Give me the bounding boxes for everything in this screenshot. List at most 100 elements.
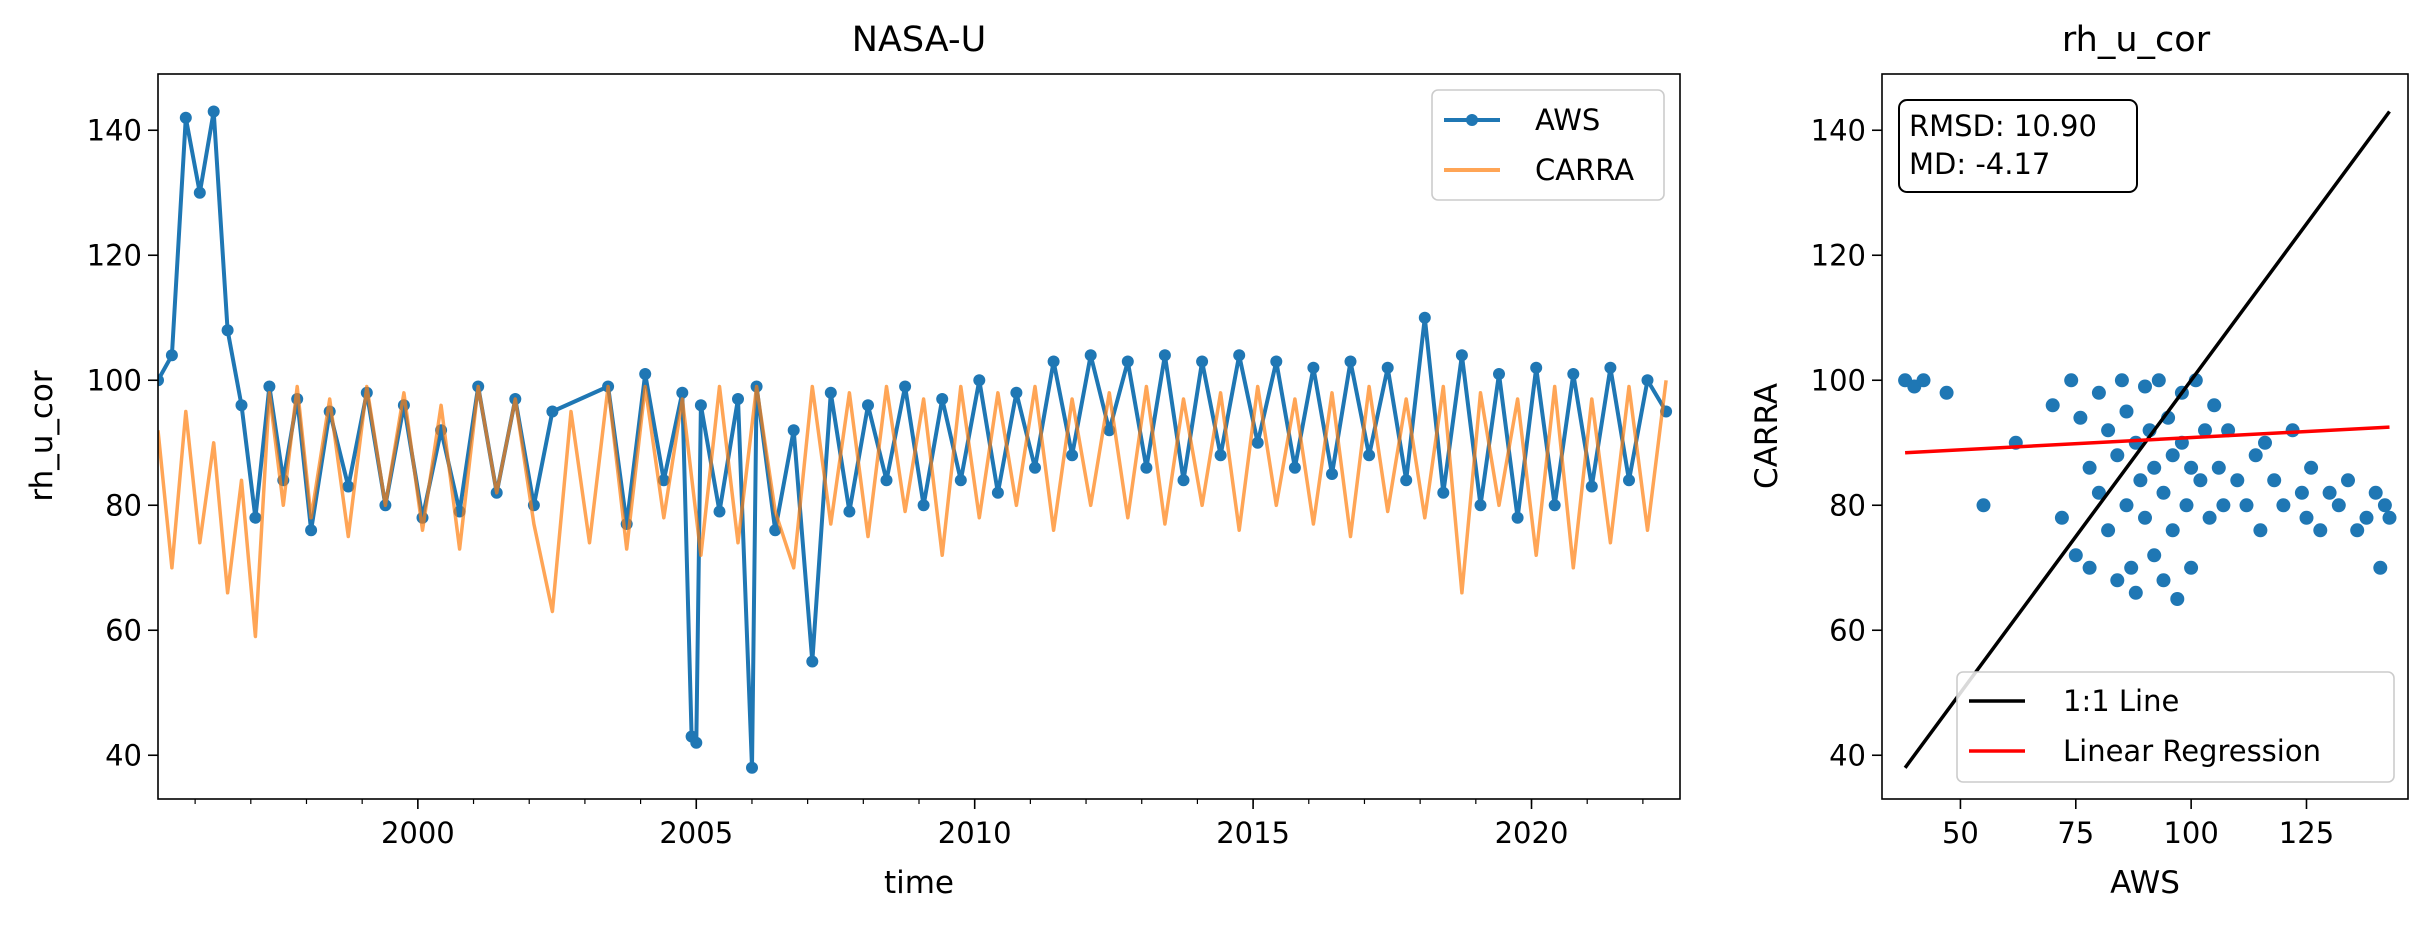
aws-point [1400,474,1413,487]
scatter-point [2054,510,2069,525]
scatter-point [2165,448,2180,463]
aws-point [179,111,192,124]
timeseries-legend: AWS CARRA [1431,89,1665,201]
scatter-point [2138,510,2152,525]
aws-point [732,393,744,405]
scatter-point [2151,373,2166,388]
regression-line [1905,425,2390,455]
aws-point [193,186,206,199]
scatter-point [2248,448,2263,463]
aws-point [1288,461,1301,474]
aws-point [1140,461,1153,474]
aws-point [1455,349,1468,362]
aws-point [1084,349,1097,362]
scatter-y-label: CARRA [1749,383,1785,489]
scatter-point [2147,548,2162,563]
scatter-point [2124,560,2139,575]
x-tick-label: 2010 [938,816,1012,850]
scatter-point [2110,573,2125,588]
aws-point [1307,361,1320,374]
scatter-point [2101,523,2116,538]
scatter-point [1976,498,1991,513]
aws-point [880,474,893,487]
scatter-title: rh_u_cor [2062,20,2211,60]
y-tick-label: 140 [87,113,142,147]
aws-point [694,399,707,412]
aws-point [1177,474,1190,487]
aws-point [305,524,318,537]
aws-point [1233,349,1246,362]
stats-rmsd: RMSD: 10.90 [1909,109,2097,143]
scatter-point [2165,523,2180,538]
scatter-point [2322,485,2337,500]
scatter-point [2267,473,2282,488]
series-line-carra [158,380,1668,639]
timeseries-legend-frame [1431,89,1665,201]
x-tick-label: 2005 [659,816,733,850]
aws-point [713,505,726,518]
aws-point [1641,374,1654,387]
aws-point [1103,424,1116,437]
y-tick-label: 100 [1811,363,1866,397]
aws-point [1530,361,1543,374]
y-tick-label: 120 [1811,238,1866,272]
scatter-stats-box: RMSD: 10.90 MD: -4.17 [1898,99,2138,193]
scatter-point [2082,560,2097,575]
aws-point [1548,499,1561,512]
aws-point [1474,499,1487,512]
y-tick-label: 80 [105,488,142,522]
scatter-point [2193,473,2208,488]
scatter-point [2114,373,2129,388]
aws-point [676,386,689,399]
x-tick-label: 100 [2163,816,2218,850]
y-tick-label: 60 [1829,613,1866,647]
scatter-point [2147,460,2162,475]
aws-point [1029,461,1041,474]
scatter-point [2068,548,2083,563]
aws-point [899,380,912,393]
scatter-ticks: 50 75 100 125 40 60 80 100 120 140 [1811,113,2335,850]
scatter-point [1916,373,1931,388]
scatter-point [2331,498,2346,513]
aws-point [1567,368,1580,380]
aws-point [158,374,164,387]
aws-point [1251,436,1264,449]
scatter-point [2373,560,2388,575]
aws-point [1604,361,1617,374]
aws-point [1363,449,1376,462]
aws-point [1066,449,1079,462]
scatter-x-label: AWS [2110,865,2180,901]
scatter-axes-frame [1881,73,2409,800]
scatter-point [2119,498,2134,513]
aws-point [1493,368,1505,380]
aws-point [1326,468,1338,480]
aws-point [1047,355,1060,368]
scatter-point [2082,460,2097,475]
scatter-point [2253,523,2268,538]
scatter-point [2350,523,2365,538]
aws-point [1418,311,1431,324]
legend-label-aws: AWS [1535,103,1600,137]
aws-point [973,374,986,387]
scatter-point [2091,485,2106,500]
aws-point [690,736,703,749]
scatter-point [2313,523,2328,538]
x-tick-label: 2015 [1216,816,1290,850]
scatter-point [2258,435,2272,450]
y-tick-label: 120 [87,238,142,272]
y-tick-label: 100 [87,363,142,397]
scatter-point [2064,373,2079,388]
aws-point [843,505,856,518]
scatter-point [2101,423,2116,438]
scatter-point [2216,498,2231,513]
aws-point [936,393,949,405]
scatter-point [2202,510,2217,525]
aws-point [1158,349,1171,362]
x-tick-label: 125 [2279,816,2334,850]
scatter-plot-area [1898,110,2397,769]
aws-point [1585,480,1598,493]
legend-label-carra: CARRA [1535,153,1634,187]
aws-point [657,474,670,487]
scatter-point [2368,485,2383,500]
